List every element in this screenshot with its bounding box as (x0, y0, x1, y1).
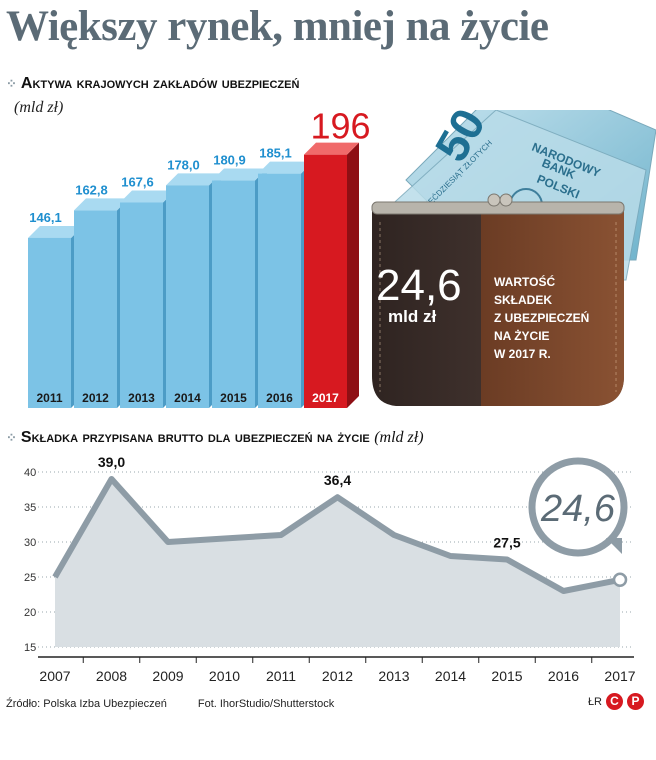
bar-side (347, 142, 359, 408)
x-tick-label: 2007 (39, 668, 70, 684)
badge-pointer (606, 538, 622, 554)
x-tick-label: 2011 (266, 668, 296, 684)
x-tick-label: 2014 (435, 668, 466, 684)
headline: Większy rynek, mniej na życie (6, 3, 549, 50)
line-chart: 15 20 25 30 35 40 2007 2008 2009 2010 2011 2012 2013… (24, 454, 636, 684)
dots-icon: ⁘ (6, 76, 17, 91)
x-tick-label: 2015 (491, 668, 522, 684)
bar-chart-title: ⁘ Aktywa krajowych zakładów ubezpieczeń (6, 75, 299, 93)
point-label: 39,0 (98, 454, 125, 470)
endpoint-marker (612, 572, 628, 588)
x-tick-label: 2017 (604, 668, 635, 684)
bar-value-label: 146,1 (29, 210, 62, 225)
wallet-body: 24,6 mld zł WARTOŚĆ SKŁADEK Z UBEZPIECZE… (371, 193, 625, 406)
y-tick-label: 40 (24, 467, 36, 479)
y-tick-label: 35 (24, 502, 36, 514)
bar-chart-title-text: Aktywa krajowych zakładów ubezpieczeń (20, 75, 300, 92)
wallet-note-line-1: WARTOŚĆ (494, 274, 555, 289)
y-tick-label: 30 (24, 537, 36, 549)
x-tick-label: 2013 (378, 668, 409, 684)
bar-front (258, 173, 301, 408)
bar-year-label: 2011 (36, 391, 62, 405)
point-label: 36,4 (324, 472, 351, 488)
bar-top (28, 225, 83, 238)
point-label: 27,5 (493, 535, 520, 551)
wallet-note-line-5: W 2017 R. (494, 347, 551, 361)
bar-top (258, 161, 313, 174)
wallet-value: 24,6 (376, 261, 462, 310)
wallet-illustration: 50 NARODOWY BANK POLSKI PIĘĆDZIESIĄT ZŁO… (371, 110, 656, 406)
bar-front (166, 185, 209, 408)
photo-credit: Fot. IhorStudio/Shutterstock (197, 698, 335, 710)
logo-letter-c: C (606, 693, 623, 710)
area-fill (55, 479, 620, 647)
wallet-note-line-3: Z UBEZPIECZEŃ (494, 310, 589, 325)
bar-front (304, 154, 347, 408)
wallet-note-line-2: SKŁADEK (494, 293, 552, 307)
logo-letter-p: P (627, 693, 644, 710)
bar-top (304, 142, 359, 155)
bar-year-label: 2015 (220, 391, 247, 405)
bar-value-label: 185,1 (259, 146, 292, 161)
source-text: Źródło: Polska Izba Ubezpieczeń (6, 698, 167, 710)
bar-front (120, 202, 163, 408)
x-tick-label: 2010 (209, 668, 240, 684)
bar-value-label: 167,6 (121, 174, 154, 189)
publisher-logo: ŁR C P (588, 693, 644, 710)
bar-year-label: 2014 (174, 391, 201, 405)
bar-2017: 2017 196,6 (304, 110, 370, 408)
wallet-note-line-4: NA ŻYCIE (494, 328, 550, 343)
bar-year-label: 2013 (128, 391, 155, 405)
y-tick-label: 20 (24, 607, 36, 619)
x-tick-label: 2012 (322, 668, 353, 684)
bar-value-label: 196,6 (310, 110, 370, 147)
bar-front (212, 180, 255, 408)
bar-chart-unit: (mld zł) (14, 99, 64, 116)
bar-top (212, 168, 267, 181)
series-line (52, 476, 621, 594)
bar-value-label: 178,0 (167, 157, 200, 172)
bar-value-label: 180,9 (213, 153, 246, 168)
dots-icon: ⁘ (6, 430, 17, 445)
bar-front (28, 237, 71, 408)
badge-ring (528, 457, 628, 557)
line-chart-unit: (mld zł) (374, 429, 424, 446)
wallet-value-unit: mld zł (388, 307, 436, 326)
bar-year-label: 2016 (266, 391, 293, 405)
bar-year-label: 2012 (82, 391, 109, 405)
x-tick-label: 2009 (152, 668, 183, 684)
bar-front (74, 210, 117, 408)
bar-value-label: 162,8 (75, 182, 108, 197)
line-chart-title-text: Składka przypisana brutto dla ubezpiecze… (20, 429, 370, 446)
bar-top (74, 198, 129, 211)
highlight-badge: 24,6 (528, 457, 628, 557)
line-chart-title: ⁘ Składka przypisana brutto dla ubezpiecz… (6, 429, 424, 447)
y-tick-label: 25 (24, 572, 36, 584)
footer: Źródło: Polska Izba Ubezpieczeń Fot. Iho… (6, 698, 334, 710)
bar-chart: 2011 146,1 2012 162,8 2013 167,6 2014 178,0 2015… (28, 110, 370, 408)
bar-top (166, 173, 221, 186)
bar-top (120, 190, 175, 203)
x-tick-label: 2008 (96, 668, 127, 684)
y-tick-label: 15 (24, 642, 36, 654)
badge-value: 24,6 (540, 488, 616, 530)
author-initials: ŁR (587, 695, 602, 708)
x-tick-label: 2016 (548, 668, 579, 684)
bar-year-label: 2017 (312, 391, 339, 405)
